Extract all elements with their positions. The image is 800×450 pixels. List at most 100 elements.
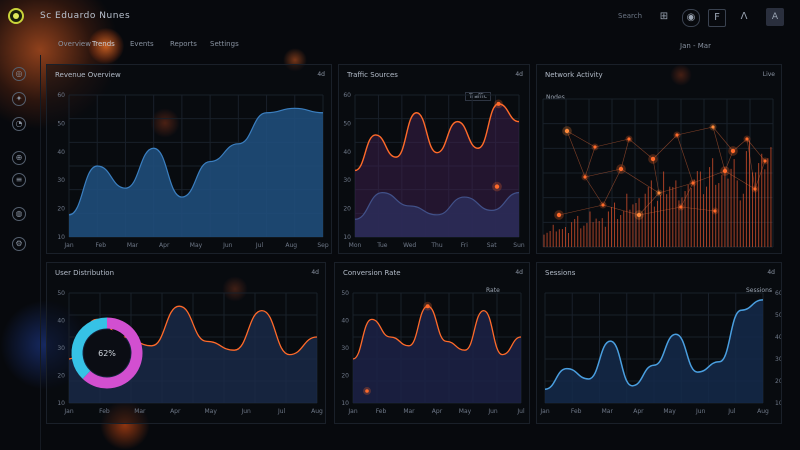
x-tick-label: Jun [695, 408, 706, 415]
network-edge [712, 126, 734, 152]
help-icon[interactable]: ◉ [682, 9, 700, 27]
conversion-chart: Jan Feb Mar Apr May Jun Jul 50 40 30 20 10 [341, 290, 525, 415]
x-tick-label: Jan [63, 408, 73, 415]
app-title: Sc Eduardo Nunes [40, 11, 131, 21]
tab-events[interactable]: Events [130, 40, 154, 48]
settings-icon[interactable]: ⚙ [12, 237, 26, 251]
network-edge [566, 130, 586, 178]
network-edge [620, 168, 660, 194]
panel-badge[interactable]: 4d [515, 269, 523, 276]
donut-slice [71, 317, 108, 379]
alert-icon[interactable]: Λ [740, 11, 748, 22]
doc-icon[interactable]: F [708, 9, 726, 27]
avatar[interactable]: A [766, 8, 784, 26]
y-tick-label: 50 [343, 120, 351, 127]
x-tick-label: Feb [376, 408, 387, 415]
x-tick-label: Jul [516, 408, 525, 415]
x-tick-label: Apr [170, 408, 181, 415]
network-edge [602, 204, 640, 216]
traffic-area-primary [355, 103, 519, 237]
traffic-line-primary [354, 103, 520, 172]
search-label[interactable]: Search [618, 12, 643, 20]
y-tick-label: 30 [57, 177, 65, 184]
panel-badge[interactable]: 4d [311, 269, 319, 276]
x-tick-label: Jan [63, 242, 73, 249]
x-tick-label: May [205, 408, 218, 415]
layers-icon[interactable]: ≡ [12, 173, 26, 187]
x-tick-label: Apr [633, 408, 644, 415]
traffic-point [494, 184, 500, 189]
chart-legend[interactable]: Traffic [465, 92, 492, 101]
revenue-area [69, 108, 323, 237]
x-tick-label: Jul [277, 408, 286, 415]
network-node [679, 205, 683, 209]
sessions-chart: Jan Feb Mar Apr May Jun Jul Aug 60 50 40 30 20 10 [539, 290, 781, 415]
sessions-line [544, 299, 764, 390]
x-tick-label: Aug [285, 242, 297, 249]
x-tick-label: Feb [99, 408, 110, 415]
distribution-chart: Jan Feb Mar Apr May Jun Jul Aug 50 40 30 20 10 62% [57, 290, 323, 415]
sessions-panel: Sessions 4d Sessions Jan Feb Mar Apr May Jun J… [536, 262, 782, 424]
network-node [556, 212, 562, 218]
x-tick-label: Mar [134, 408, 146, 415]
network-edge [712, 126, 726, 172]
y-tick-label: 30 [775, 356, 781, 363]
tab-trends[interactable]: Trends [92, 40, 115, 48]
y-tick-label: 50 [341, 290, 349, 297]
tab-overview[interactable]: Overview [58, 40, 91, 48]
x-tick-label: Feb [571, 408, 582, 415]
network-edge [594, 138, 630, 148]
panel-badge[interactable]: 4d [515, 71, 523, 78]
globe-icon[interactable]: ◍ [12, 207, 26, 221]
y-tick-label: 40 [57, 318, 65, 325]
network-edge [724, 150, 734, 172]
x-tick-label: Jun [222, 242, 233, 249]
logo-icon[interactable] [8, 8, 24, 24]
network-edge [680, 182, 694, 208]
chart-legend[interactable]: Rate [486, 287, 500, 294]
chart-legend[interactable]: Sessions [746, 287, 773, 294]
network-edge [676, 126, 714, 136]
traffic-chart: Mon Tue Wed Thu Fri Sat Sun 60 50 40 30 20 10 [343, 92, 525, 249]
x-tick-label: Sun [513, 242, 525, 249]
y-tick-label: 20 [57, 373, 65, 380]
panel-badge[interactable]: 4d [767, 269, 775, 276]
network-edge [584, 176, 604, 206]
network-edge [628, 138, 654, 160]
panel-badge[interactable]: 4d [317, 71, 325, 78]
x-tick-label: Aug [311, 408, 323, 415]
clock-icon[interactable]: ◔ [12, 117, 26, 131]
network-node [564, 128, 570, 134]
x-tick-label: Sat [487, 242, 497, 249]
y-tick-label: 40 [343, 149, 351, 156]
y-tick-label: 20 [775, 378, 781, 385]
network-node [583, 175, 587, 179]
settings-icon[interactable]: ⊞ [659, 11, 669, 22]
x-tick-label: Jul [255, 242, 264, 249]
panel-title: Network Activity [545, 71, 603, 79]
panel-title: Sessions [545, 269, 576, 277]
conversion-line [352, 305, 522, 360]
network-node [675, 133, 679, 137]
x-tick-label: May [663, 408, 676, 415]
tab-settings[interactable]: Settings [210, 40, 239, 48]
target-icon[interactable]: ⊕ [12, 151, 26, 165]
dashboard-icon[interactable]: ◎ [12, 67, 26, 81]
top-bar: Sc Eduardo Nunes Search ⊞ ◉ F Λ A [0, 0, 800, 34]
donut-slice [82, 317, 143, 389]
panel-badge[interactable]: Live [762, 71, 775, 78]
y-tick-label: 10 [343, 234, 351, 241]
date-range-selector[interactable]: Jan - Mar [680, 42, 711, 50]
y-tick-label: 30 [57, 345, 65, 352]
chart-legend[interactable]: Nodes [546, 94, 565, 101]
network-chart [542, 98, 774, 248]
analytics-icon[interactable]: ✦ [12, 92, 26, 106]
network-node [713, 209, 717, 213]
y-tick-label: 50 [57, 120, 65, 127]
network-node [763, 159, 767, 163]
x-tick-label: Thu [430, 242, 442, 249]
network-edge [732, 138, 748, 152]
tab-reports[interactable]: Reports [170, 40, 197, 48]
traffic-point [496, 101, 501, 106]
network-edge [638, 206, 682, 216]
